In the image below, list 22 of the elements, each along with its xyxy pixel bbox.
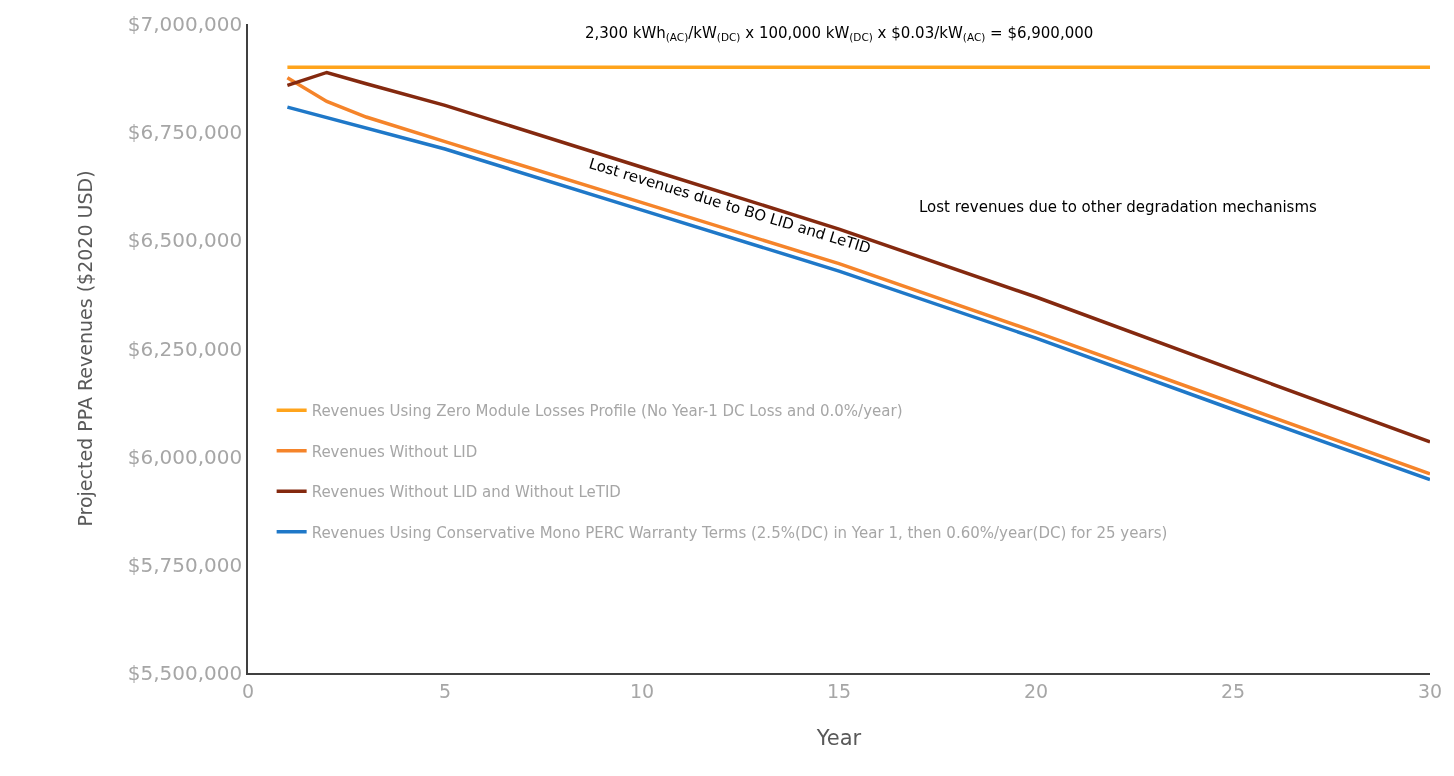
legend-label: Revenues Without LID	[311, 442, 478, 461]
y-tick-label: $5,750,000	[127, 552, 243, 577]
text: 2,300 kWh$_{(AC)}$/kW$_{(DC)}$ x 100,000 kW$_{(DC)}$ x $0.03/kW$_{(AC)}$ = $6,900,000	[585, 24, 1094, 44]
annotation: Lost revenues due to other degradation mechanisms	[919, 198, 1318, 216]
y-tick-label: $5,500,000	[127, 661, 243, 685]
legend-label: Revenues Using Zero Module Losses Profile (No Year-1 DC Loss and 0.0%/year)	[311, 402, 903, 421]
x-tick-label: 25	[1220, 679, 1246, 702]
legend-label: Revenues Using Conservative Mono PERC Warranty Terms (2.5%(DC) in Year 1, then 0.60%/year(DC) for 25 years)	[311, 523, 1168, 542]
y-tick-label: $6,750,000	[127, 120, 243, 145]
y-tick-label: $6,000,000	[127, 444, 243, 469]
y-tick-label: $7,000,000	[127, 12, 243, 36]
y-tick-label: $6,250,000	[127, 336, 243, 361]
x-tick-label: 15	[826, 679, 852, 702]
y-axis-title: Projected PPA Revenues ($2020 USD)	[74, 170, 97, 527]
x-tick-label: 20	[1023, 679, 1049, 702]
x-tick-label: 30	[1417, 679, 1443, 702]
x-axis-title: Year	[815, 726, 862, 751]
y-tick-label: $6,500,000	[127, 228, 243, 253]
legend-label: Revenues Without LID and Without LeTID	[311, 483, 621, 502]
x-tick-label: 5	[438, 679, 452, 702]
x-tick-label: 10	[629, 679, 655, 702]
x-tick-label: 0	[241, 679, 255, 702]
